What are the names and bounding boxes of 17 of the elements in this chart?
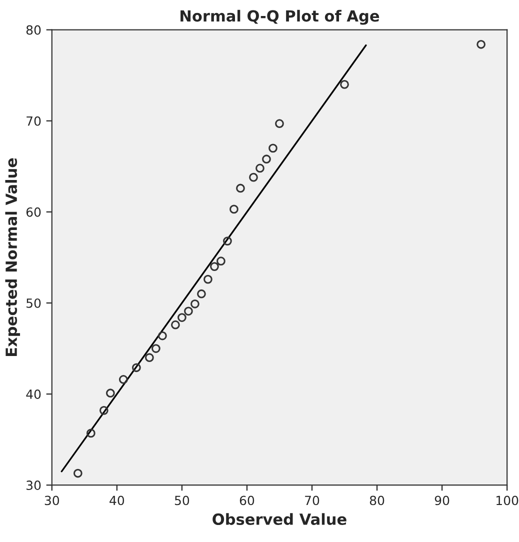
x-tick-label: 100 xyxy=(496,496,518,506)
x-tick-label: 40 xyxy=(110,496,124,506)
x-tick-label: 30 xyxy=(44,496,60,506)
x-tick-label: 70 xyxy=(305,496,320,506)
y-tick-label: 80 xyxy=(26,25,41,35)
y-tick-label: 30 xyxy=(26,480,41,490)
y-tick-label: 60 xyxy=(26,207,41,217)
y-tick-label: 70 xyxy=(26,116,41,126)
x-tick-label: 50 xyxy=(174,496,190,506)
x-tick-label: 80 xyxy=(370,496,384,506)
x-tick-label: 60 xyxy=(240,496,254,506)
y-axis-title: Expected Normal Value xyxy=(5,158,20,356)
x-axis-title: Observed Value xyxy=(212,513,346,525)
y-tick-label: 50 xyxy=(26,298,41,308)
y-tick-label: 40 xyxy=(26,390,41,399)
chart-title: Normal Q-Q Plot of Age xyxy=(180,10,380,25)
x-tick-label: 90 xyxy=(434,496,450,506)
